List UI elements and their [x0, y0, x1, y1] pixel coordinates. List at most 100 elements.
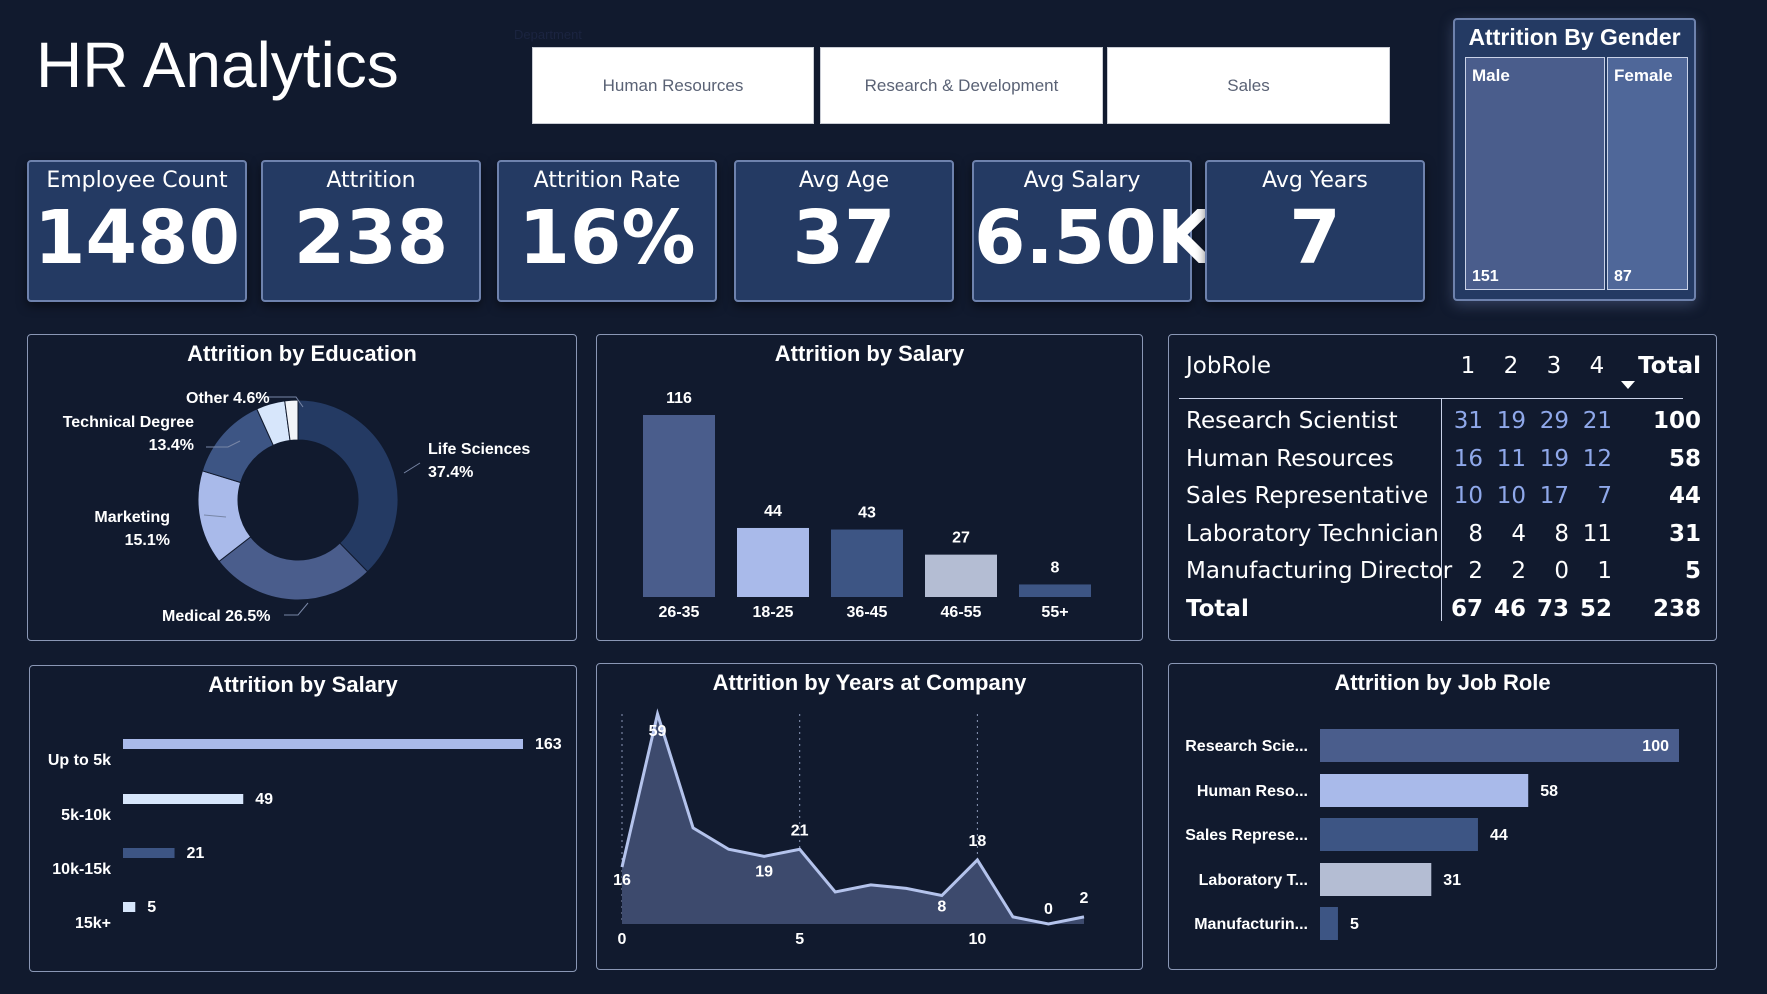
kpi-value: 6.50K	[974, 195, 1214, 281]
bar-value-label: 8	[1051, 559, 1060, 576]
matrix-grand-total: 238	[1652, 596, 1701, 622]
salary-vbar-panel: Attrition by Salary 116 26-35 44 18-25 43 36-…	[596, 334, 1143, 641]
bar-category-label: 46-55	[941, 604, 982, 621]
leader-line	[268, 396, 304, 408]
kpi-label: Avg Years	[1262, 168, 1368, 193]
area-fill	[622, 714, 1084, 924]
hbar-value-label: 49	[255, 791, 273, 808]
matrix-cell: 4	[1511, 521, 1526, 547]
area-point-label: 21	[791, 822, 809, 839]
salary-hbar[interactable]	[123, 848, 175, 858]
bar-value-label: 27	[952, 530, 970, 547]
salary-bar[interactable]	[925, 554, 997, 597]
donut-label-medical: Medical 26.5%	[162, 608, 271, 625]
kpi-attrition: Attrition 238	[261, 160, 481, 302]
donut-label-marketing: Marketing	[94, 509, 170, 526]
kpi-label: Avg Salary	[1023, 168, 1141, 193]
matrix-header-col: 3	[1546, 353, 1562, 379]
area-line[interactable]	[620, 708, 1085, 926]
matrix-row-label: Sales Representative	[1186, 483, 1429, 509]
donut-label-life-sciences: Life Sciences	[428, 441, 530, 458]
matrix-total-label: Total	[1186, 596, 1249, 622]
bar-category-label: 26-35	[659, 604, 700, 621]
leader-line	[203, 514, 227, 518]
kpi-avg-age: Avg Age 37	[734, 160, 954, 302]
slicer-option-human-resources[interactable]: Human Resources	[532, 47, 814, 124]
salary-bar[interactable]	[831, 529, 903, 597]
salary-bar[interactable]	[737, 527, 809, 597]
matrix-row-label: Manufacturing Director	[1186, 558, 1453, 584]
matrix-cell: 2	[1511, 558, 1526, 584]
jobrole-hbar-chart: 100 Research Scie... 58 Human Reso... 44 Sale…	[1185, 729, 1679, 940]
matrix-header-divider	[1179, 398, 1683, 399]
salary-hbar[interactable]	[123, 794, 244, 804]
salary-hbar[interactable]	[123, 739, 523, 749]
donut-slice-life-sciences[interactable]	[297, 399, 399, 573]
donut-label-other: Other 4.6%	[186, 390, 270, 407]
kpi-value: 238	[293, 195, 449, 281]
slicer-option-sales[interactable]: Sales	[1107, 47, 1390, 124]
area-point-label: 0	[1044, 901, 1053, 918]
matrix-cell: 19	[1539, 446, 1569, 472]
salary-bar[interactable]	[643, 415, 715, 597]
leader-line	[403, 462, 421, 474]
jobrole-bar[interactable]	[1320, 907, 1338, 940]
education-title: Attrition by Education	[187, 341, 417, 366]
matrix-row-total: 100	[1652, 408, 1701, 434]
matrix-cell: 8	[1554, 521, 1569, 547]
matrix-row-label: Laboratory Technician	[1186, 521, 1439, 547]
jobrole-value-label: 5	[1350, 916, 1359, 933]
donut-label-life-sciences-pct: 37.4%	[428, 464, 473, 481]
matrix-cell: 0	[1554, 558, 1569, 584]
donut-label-marketing-pct: 15.1%	[125, 532, 170, 549]
matrix-cell: 1	[1597, 558, 1612, 584]
slicer-option-research-development[interactable]: Research & Development	[820, 47, 1103, 124]
gender-female-label: Female	[1614, 66, 1673, 85]
hbar-category-label: 10k-15k	[52, 861, 111, 878]
salary-bar[interactable]	[1019, 584, 1091, 597]
matrix-header-total[interactable]: Total	[1638, 353, 1701, 379]
bar-category-label: 55+	[1041, 604, 1068, 621]
sort-descending-icon[interactable]	[1621, 381, 1635, 389]
gender-female-value: 87	[1614, 268, 1632, 285]
x-tick-label: 0	[618, 931, 627, 948]
jobrole-bar[interactable]	[1320, 729, 1679, 762]
donut-slice-human-resources[interactable]	[284, 399, 299, 442]
x-tick-label: 5	[795, 931, 804, 948]
matrix-row-total: 31	[1668, 521, 1701, 547]
jobrole-bar[interactable]	[1320, 818, 1478, 851]
gender-tile-male[interactable]: Male 151	[1465, 57, 1605, 290]
jobrole-hbar-panel: Attrition by Job Role 100 Research Scie..…	[1168, 663, 1717, 970]
matrix-cell: 31	[1453, 408, 1483, 434]
area-point-label: 16	[613, 872, 631, 889]
kpi-avg-salary: Avg Salary 6.50K	[972, 160, 1214, 302]
matrix-cell: 19	[1496, 408, 1526, 434]
gender-title: Attrition By Gender	[1468, 24, 1681, 50]
donut-slice-medical[interactable]	[218, 536, 369, 601]
matrix-cell: 29	[1539, 408, 1569, 434]
kpi-employee-count: Employee Count 1480	[27, 160, 247, 302]
area-point-label: 59	[649, 723, 667, 740]
matrix-cell: 2	[1468, 558, 1483, 584]
gender-tile-female[interactable]: Female 87	[1607, 57, 1688, 290]
matrix-header-col: 4	[1589, 353, 1605, 379]
leader-line	[284, 602, 309, 616]
salary-hbar[interactable]	[123, 902, 136, 912]
salary-hbar-title: Attrition by Salary	[208, 672, 398, 697]
gender-male-value: 151	[1472, 268, 1499, 285]
jobrole-bar[interactable]	[1320, 863, 1432, 896]
matrix-cell: 12	[1582, 446, 1612, 472]
matrix-cell: 7	[1597, 483, 1612, 509]
salary-vbar-chart: 116 26-35 44 18-25 43 36-45 27 46-55 8 55+	[643, 390, 1091, 621]
bar-value-label: 43	[858, 505, 876, 522]
matrix-header-jobrole: JobRole	[1186, 353, 1272, 379]
bar-value-label: 116	[666, 390, 692, 407]
matrix-row-label: Research Scientist	[1186, 408, 1398, 434]
kpi-label: Avg Age	[798, 168, 890, 193]
gender-panel: Attrition By Gender Male 151 Female 87	[1453, 18, 1696, 301]
hbar-category-label: Up to 5k	[48, 752, 111, 769]
jobrole-bar[interactable]	[1320, 774, 1529, 807]
bar-category-label: 18-25	[753, 604, 794, 621]
matrix-cell: 10	[1453, 483, 1483, 509]
years-panel: Attrition by Years at Company 0 5 10 16 59 19…	[596, 663, 1143, 970]
